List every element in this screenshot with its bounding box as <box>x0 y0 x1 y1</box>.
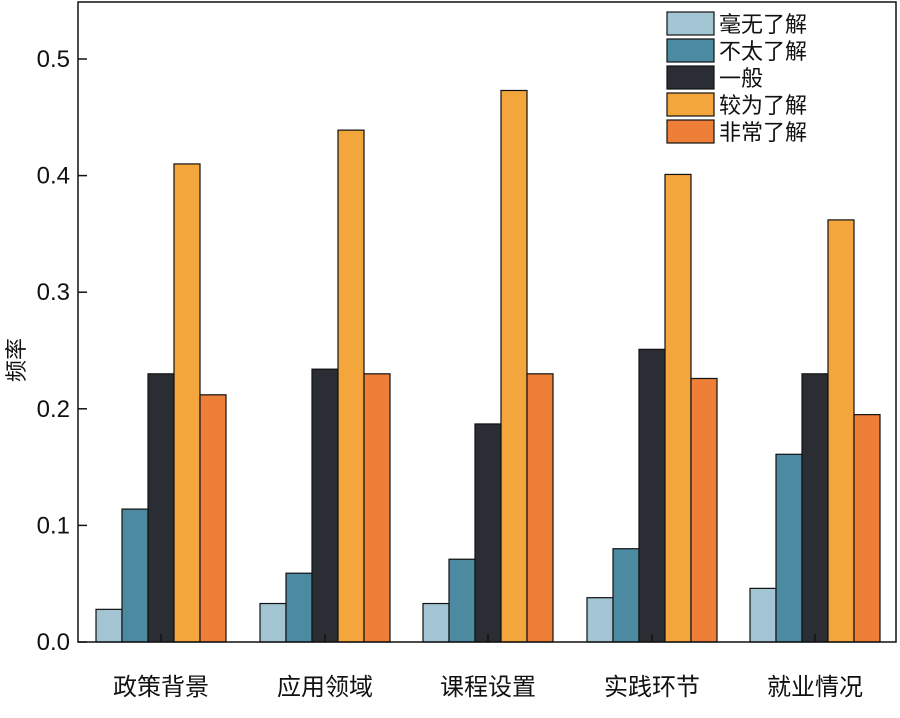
bar <box>664 173 692 643</box>
x-category-label: 实践环节 <box>604 673 700 701</box>
y-tick-label: 0.0 <box>37 629 70 656</box>
axes-group <box>77 1 897 643</box>
bar <box>422 602 450 643</box>
bar <box>500 89 528 643</box>
legend-label: 一般 <box>719 67 763 92</box>
bar <box>827 219 855 643</box>
bar <box>363 373 391 643</box>
bar <box>259 602 287 643</box>
legend-swatch <box>666 38 715 63</box>
y-tick-label: 0.3 <box>37 279 70 306</box>
y-tick-label: 0.4 <box>37 163 70 190</box>
bar <box>612 548 640 643</box>
x-category-label: 政策背景 <box>113 673 209 701</box>
bar <box>147 373 175 643</box>
bar <box>853 414 881 643</box>
y-ticks-group: 0.0 0.1 0.2 0.3 0.4 0.5 <box>37 46 87 656</box>
bar <box>638 348 666 643</box>
bar <box>526 373 554 643</box>
y-tick-label: 0.2 <box>37 396 70 423</box>
bar <box>199 394 227 643</box>
bars-group <box>95 89 881 643</box>
bar <box>121 508 149 643</box>
legend-label: 毫无了解 <box>719 13 807 38</box>
y-tick-label: 0.1 <box>37 512 70 539</box>
bar <box>337 129 365 643</box>
x-category-label: 就业情况 <box>767 673 863 701</box>
legend-label: 较为了解 <box>719 94 807 119</box>
y-axis-title: 频率 <box>5 338 30 382</box>
bar <box>801 373 829 643</box>
plot-frame <box>77 1 897 643</box>
legend-swatch <box>666 92 715 117</box>
x-category-label: 应用领域 <box>277 673 373 701</box>
bar <box>285 572 313 643</box>
bar <box>311 368 339 643</box>
bar <box>448 558 476 643</box>
bar <box>690 377 718 643</box>
legend-label: 非常了解 <box>719 121 807 146</box>
legend-swatch <box>666 11 715 36</box>
bar <box>586 597 614 643</box>
y-tick-label: 0.5 <box>37 46 70 73</box>
x-category-label: 课程设置 <box>440 673 536 701</box>
bar <box>749 587 777 643</box>
legend-label: 不太了解 <box>719 40 807 65</box>
legend-swatch <box>666 65 715 90</box>
bar <box>474 423 502 643</box>
bar <box>173 163 201 643</box>
bar <box>95 608 123 643</box>
bar <box>775 453 803 643</box>
x-categories-group: 政策背景 应用领域 课程设置 实践环节 就业情况 <box>113 634 863 701</box>
legend-swatch <box>666 119 715 144</box>
